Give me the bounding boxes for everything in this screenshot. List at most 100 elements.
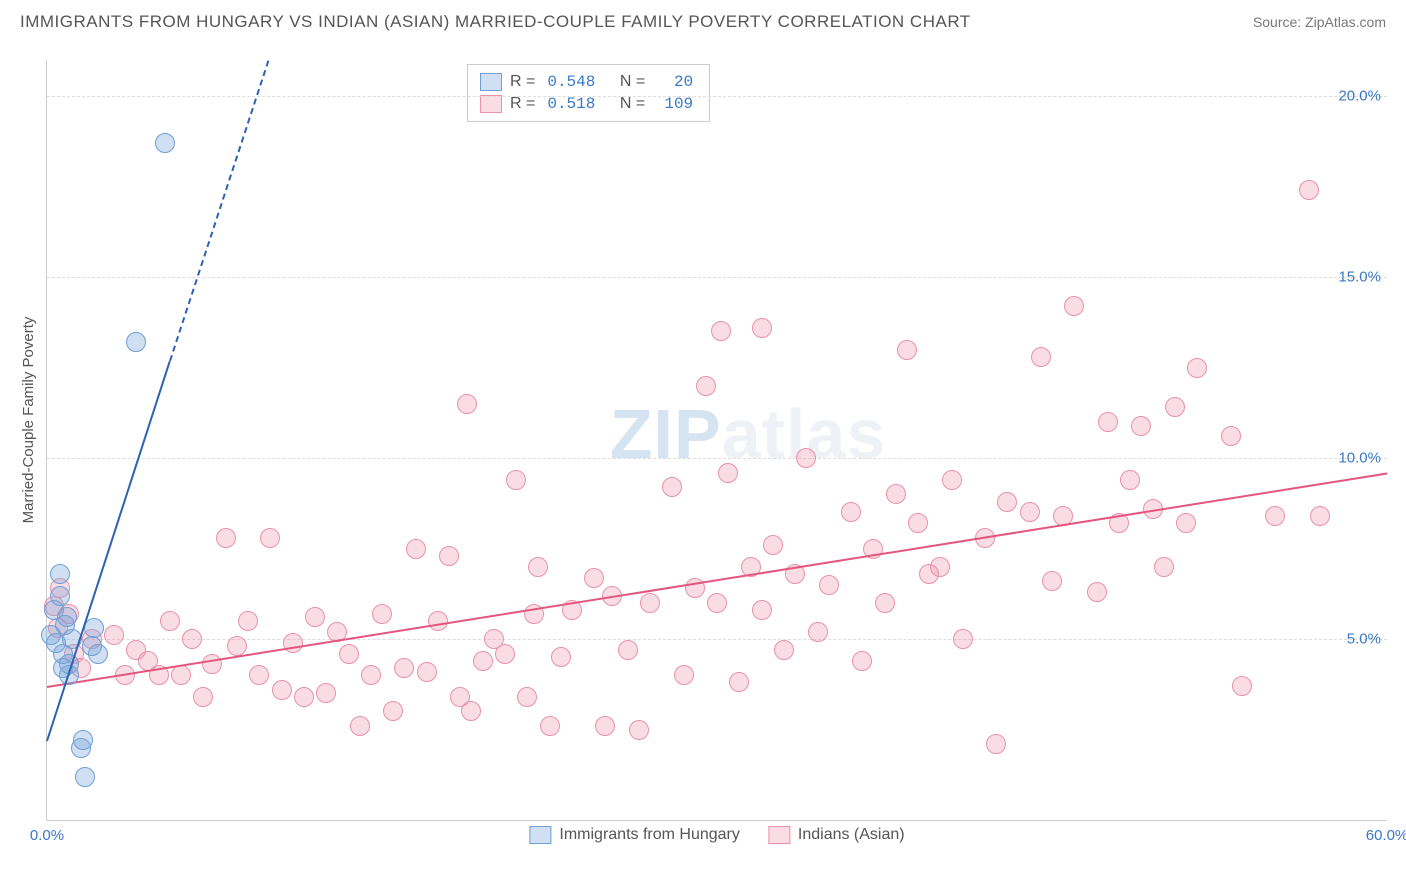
point-indians — [942, 470, 962, 490]
point-indians — [1187, 358, 1207, 378]
legend-label-hungary: Immigrants from Hungary — [559, 826, 740, 844]
point-indians — [1131, 416, 1151, 436]
point-indians — [841, 502, 861, 522]
point-indians — [640, 593, 660, 613]
point-indians — [182, 629, 202, 649]
point-indians — [1165, 397, 1185, 417]
point-hungary — [57, 607, 77, 627]
point-indians — [316, 683, 336, 703]
legend-label-indians: Indians (Asian) — [798, 826, 905, 844]
point-indians — [897, 340, 917, 360]
point-indians — [1154, 557, 1174, 577]
point-indians — [986, 734, 1006, 754]
point-indians — [294, 687, 314, 707]
point-hungary — [50, 564, 70, 584]
point-indians — [216, 528, 236, 548]
point-indians — [763, 535, 783, 555]
point-indians — [752, 318, 772, 338]
swatch-indians — [480, 95, 502, 113]
point-hungary — [75, 767, 95, 787]
point-indians — [160, 611, 180, 631]
point-indians — [417, 662, 437, 682]
point-indians — [495, 644, 515, 664]
point-indians — [1310, 506, 1330, 526]
chart-title: IMMIGRANTS FROM HUNGARY VS INDIAN (ASIAN… — [20, 12, 971, 32]
n-value-hungary: 20 — [653, 73, 697, 91]
r-value-hungary: 0.548 — [543, 73, 599, 91]
point-hungary — [84, 618, 104, 638]
point-indians — [383, 701, 403, 721]
point-indians — [394, 658, 414, 678]
point-indians — [473, 651, 493, 671]
point-indians — [875, 593, 895, 613]
point-indians — [595, 716, 615, 736]
watermark: ZIPatlas — [610, 394, 886, 474]
point-indians — [796, 448, 816, 468]
point-indians — [339, 644, 359, 664]
point-indians — [406, 539, 426, 559]
point-indians — [711, 321, 731, 341]
y-tick-label: 5.0% — [1347, 631, 1381, 648]
point-indians — [618, 640, 638, 660]
point-indians — [930, 557, 950, 577]
point-indians — [707, 593, 727, 613]
trendline — [169, 61, 269, 362]
y-tick-label: 10.0% — [1338, 450, 1381, 467]
point-indians — [272, 680, 292, 700]
stats-legend: R = 0.548 N = 20 R = 0.518 N = 109 — [467, 64, 710, 122]
point-indians — [227, 636, 247, 656]
swatch-hungary — [480, 73, 502, 91]
point-indians — [350, 716, 370, 736]
point-indians — [852, 651, 872, 671]
scatter-chart: ZIPatlas R = 0.548 N = 20 R = 0.518 N = … — [46, 60, 1387, 821]
point-indians — [1064, 296, 1084, 316]
point-indians — [260, 528, 280, 548]
source-label: Source: ZipAtlas.com — [1253, 14, 1386, 30]
point-indians — [1265, 506, 1285, 526]
point-hungary — [50, 586, 70, 606]
point-indians — [1087, 582, 1107, 602]
point-indians — [461, 701, 481, 721]
y-tick-label: 20.0% — [1338, 88, 1381, 105]
point-indians — [1020, 502, 1040, 522]
trendline — [47, 473, 1387, 688]
point-indians — [662, 477, 682, 497]
point-indians — [953, 629, 973, 649]
point-indians — [819, 575, 839, 595]
point-indians — [1042, 571, 1062, 591]
point-hungary — [126, 332, 146, 352]
point-indians — [774, 640, 794, 660]
swatch-indians-2 — [768, 826, 790, 844]
point-indians — [1120, 470, 1140, 490]
x-tick-label: 60.0% — [1366, 827, 1406, 844]
stats-row-hungary: R = 0.548 N = 20 — [480, 71, 697, 93]
point-indians — [249, 665, 269, 685]
point-hungary — [155, 133, 175, 153]
point-indians — [629, 720, 649, 740]
point-indians — [1221, 426, 1241, 446]
y-axis-label: Married-Couple Family Poverty — [20, 317, 37, 524]
point-indians — [908, 513, 928, 533]
watermark-zip: ZIP — [610, 395, 722, 473]
n-value-indians: 109 — [653, 95, 697, 113]
point-indians — [305, 607, 325, 627]
gridline — [47, 96, 1387, 97]
point-indians — [1098, 412, 1118, 432]
point-indians — [674, 665, 694, 685]
point-indians — [1176, 513, 1196, 533]
point-indians — [193, 687, 213, 707]
point-indians — [1031, 347, 1051, 367]
gridline — [47, 458, 1387, 459]
point-indians — [886, 484, 906, 504]
trendline — [46, 361, 171, 742]
point-indians — [171, 665, 191, 685]
gridline — [47, 639, 1387, 640]
point-indians — [540, 716, 560, 736]
r-value-indians: 0.518 — [543, 95, 599, 113]
point-indians — [372, 604, 392, 624]
point-indians — [528, 557, 548, 577]
point-indians — [696, 376, 716, 396]
point-indians — [718, 463, 738, 483]
point-indians — [506, 470, 526, 490]
swatch-hungary-2 — [529, 826, 551, 844]
